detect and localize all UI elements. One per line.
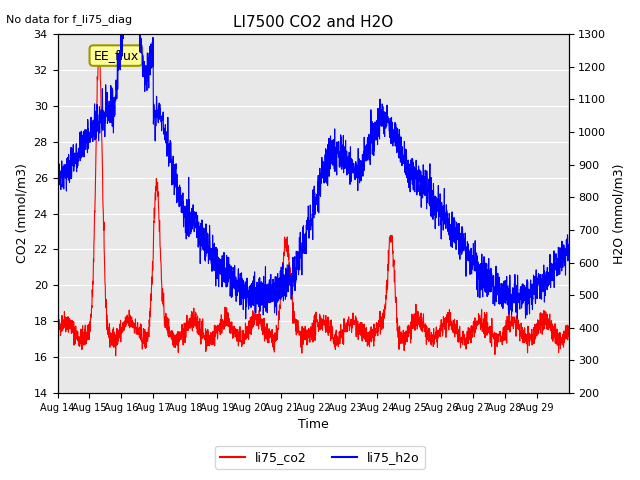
li75_h2o xyxy=(118,31,125,37)
li75_co2 xyxy=(216,328,223,334)
Text: No data for f_li75_diag: No data for f_li75_diag xyxy=(6,14,132,25)
li75_h2o xyxy=(54,161,61,167)
li75_h2o xyxy=(242,316,250,322)
li75_co2 xyxy=(496,331,504,336)
li75_co2 xyxy=(112,353,120,359)
Y-axis label: CO2 (mmol/m3): CO2 (mmol/m3) xyxy=(15,164,28,264)
li75_co2 xyxy=(105,329,113,335)
Legend: li75_co2, li75_h2o: li75_co2, li75_h2o xyxy=(215,446,425,469)
li75_h2o xyxy=(105,112,113,118)
Line: li75_co2: li75_co2 xyxy=(58,50,568,356)
li75_h2o xyxy=(564,241,572,247)
li75_co2 xyxy=(95,48,102,53)
li75_h2o xyxy=(215,255,223,261)
X-axis label: Time: Time xyxy=(298,419,328,432)
li75_co2 xyxy=(558,340,566,346)
li75_co2 xyxy=(344,317,351,323)
li75_h2o xyxy=(496,285,504,291)
li75_co2 xyxy=(54,324,61,330)
li75_co2 xyxy=(467,340,475,346)
li75_h2o xyxy=(344,162,351,168)
li75_h2o xyxy=(467,257,475,263)
li75_h2o xyxy=(558,268,566,274)
Y-axis label: H2O (mmol/m3): H2O (mmol/m3) xyxy=(612,163,625,264)
Line: li75_h2o: li75_h2o xyxy=(58,34,568,319)
Text: EE_flux: EE_flux xyxy=(93,49,138,62)
li75_co2 xyxy=(564,326,572,332)
Title: LI7500 CO2 and H2O: LI7500 CO2 and H2O xyxy=(233,15,393,30)
